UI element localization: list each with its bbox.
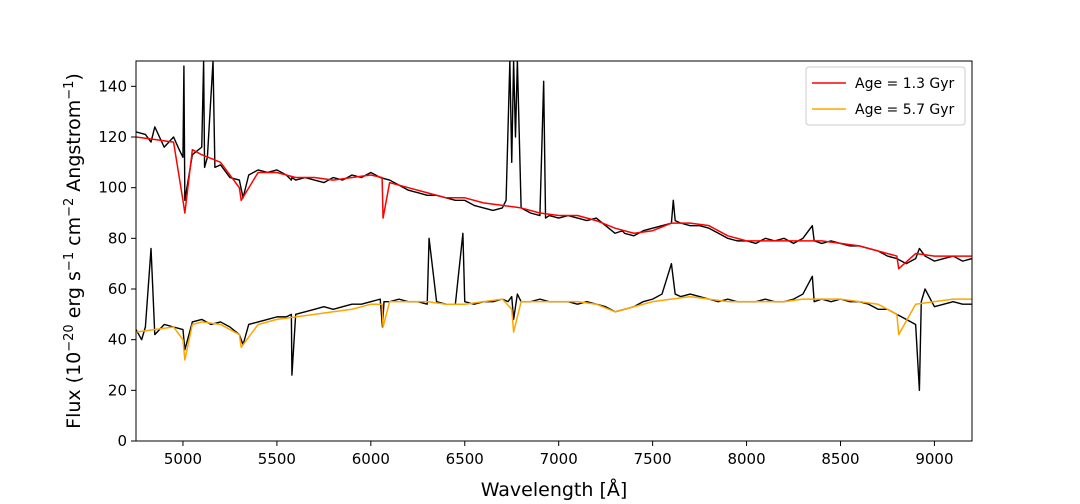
y-tick-label: 40: [108, 331, 127, 349]
x-tick-label: 6000: [352, 450, 390, 468]
x-tick-label: 9000: [915, 450, 953, 468]
y-tick-label: 80: [108, 229, 127, 247]
legend-box: [805, 66, 966, 126]
x-tick-label: 5500: [258, 450, 296, 468]
x-axis-label: Wavelength [Å]: [481, 478, 628, 501]
legend-label-age-5-7: Age = 5.7 Gyr: [855, 102, 955, 118]
model-spectrum-line: [136, 295, 972, 361]
legend: Age = 1.3 Gyr Age = 5.7 Gyr: [805, 66, 966, 126]
y-tick-label: 20: [108, 381, 127, 399]
x-axis: 5000 5500 6000 6500 7000 7500 8000 8500 9000: [164, 441, 954, 468]
y-axis: 0 20 40 60 80 100 120 140: [98, 77, 136, 450]
y-tick-label: 100: [98, 179, 127, 197]
y-tick-label: 140: [98, 77, 127, 95]
model-spectrum-line: [136, 136, 972, 270]
y-axis-label: Flux (10−20 erg s−1 cm−2 Angstrom−1): [62, 73, 85, 429]
plot-frame: [135, 60, 973, 442]
x-tick-label: 7500: [634, 450, 672, 468]
x-tick-label: 5000: [164, 450, 202, 468]
y-tick-label: 120: [98, 128, 127, 146]
legend-label-age-1-3: Age = 1.3 Gyr: [855, 76, 955, 92]
x-tick-label: 8500: [821, 450, 859, 468]
y-tick-label: 0: [117, 432, 127, 450]
x-tick-label: 7000: [540, 450, 578, 468]
observed-spectrum-line: [136, 61, 972, 265]
y-tick-label: 60: [108, 280, 127, 298]
x-tick-label: 6500: [446, 450, 484, 468]
series-layer: [136, 61, 972, 392]
x-tick-label: 8000: [727, 450, 765, 468]
